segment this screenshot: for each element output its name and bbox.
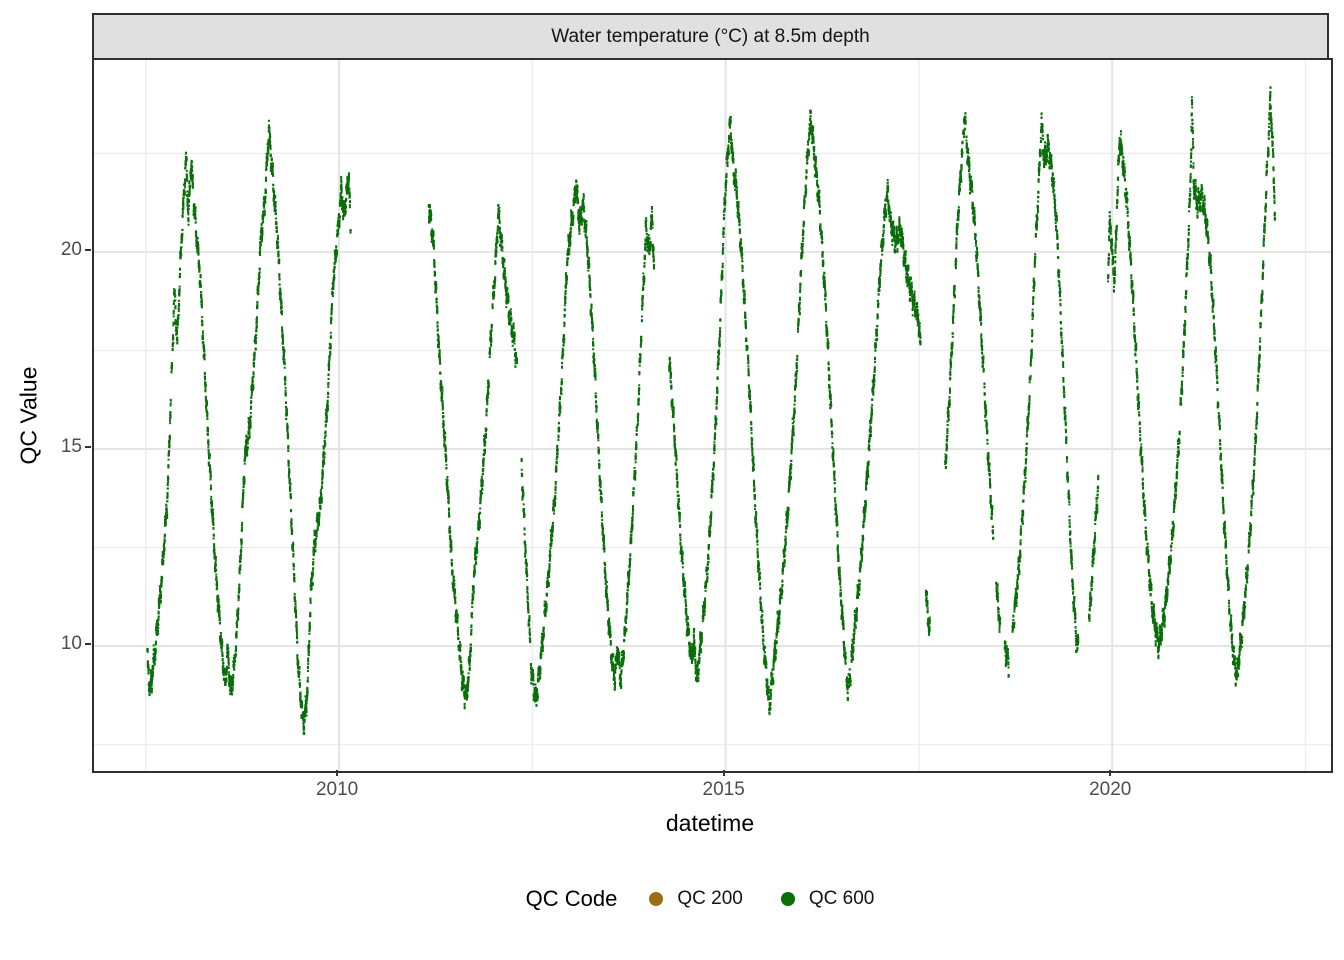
x-tick-mark <box>336 770 339 776</box>
x-tick-mark <box>722 770 725 776</box>
legend-key-dot-icon <box>780 892 795 906</box>
y-tick-mark <box>85 248 91 251</box>
x-tick-label: 2015 <box>702 779 745 800</box>
legend-items: QC 200 QC 600 <box>649 888 874 910</box>
legend-item-label: QC 600 <box>808 888 875 909</box>
y-tick-mark <box>85 643 91 646</box>
strip-title: Water temperature (°C) at 8.5m depth <box>551 25 870 47</box>
x-tick-label: 2020 <box>1089 779 1132 800</box>
y-tick-label: 10 <box>60 633 82 655</box>
legend-item-label: QC 200 <box>677 888 743 909</box>
y-tick-label: 15 <box>60 436 82 457</box>
facet-strip: Water temperature (°C) at 8.5m depth <box>92 13 1329 58</box>
legend-key-dot-icon <box>649 892 664 906</box>
legend: QC Code QC 200 QC 600 <box>0 886 1344 912</box>
y-axis-title: QC Value <box>15 366 42 465</box>
x-tick-label: 2010 <box>315 779 359 800</box>
legend-item: QC 200 <box>649 888 743 910</box>
legend-title: QC Code <box>525 886 618 911</box>
plot-canvas <box>94 60 1331 771</box>
legend-item: QC 600 <box>780 888 875 910</box>
x-axis-title: datetime <box>665 810 755 836</box>
y-tick-label: 20 <box>60 238 82 260</box>
y-tick-mark <box>85 446 91 448</box>
plot-panel <box>92 58 1333 773</box>
x-tick-mark <box>1109 770 1112 776</box>
